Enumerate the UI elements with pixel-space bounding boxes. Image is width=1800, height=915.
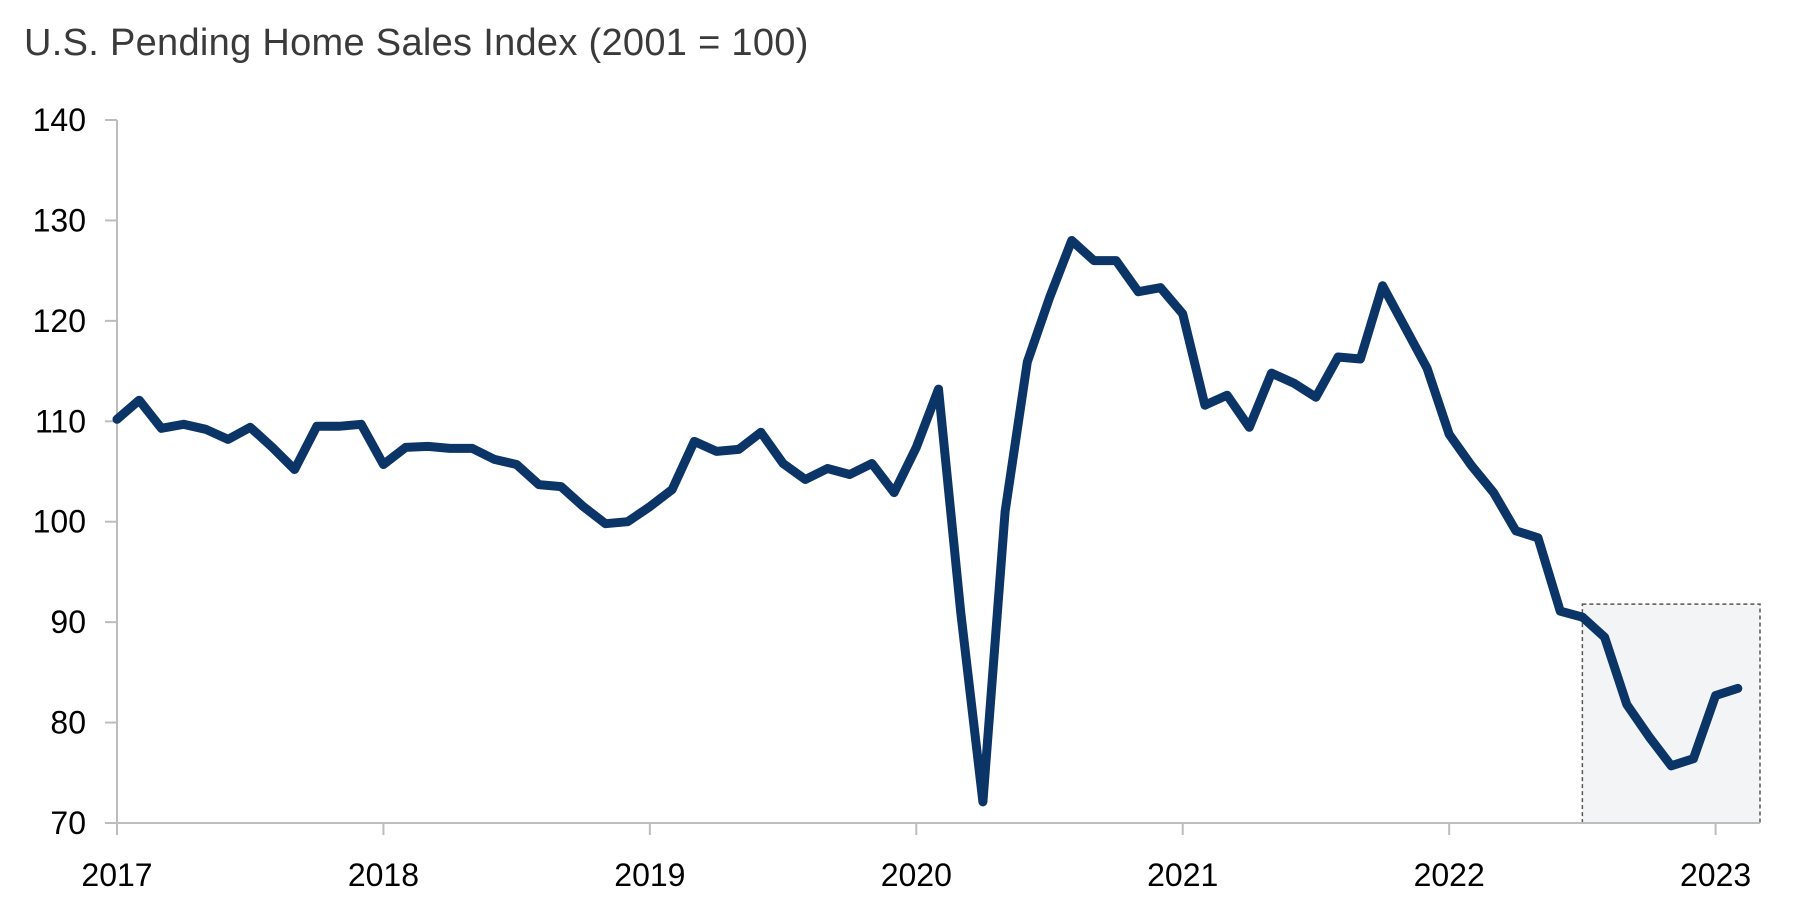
y-tick-label: 130 — [33, 202, 86, 238]
series-line — [112, 236, 1743, 807]
y-tick-label: 100 — [33, 504, 86, 540]
x-tick-label: 2022 — [1414, 857, 1485, 893]
x-tick-label: 2018 — [348, 857, 419, 893]
x-tick-label: 2019 — [614, 857, 685, 893]
y-tick-label: 80 — [50, 705, 86, 741]
y-tick-label: 140 — [33, 102, 86, 138]
y-tick-label: 90 — [50, 604, 86, 640]
y-tick-label: 120 — [33, 303, 86, 339]
x-tick-label: 2020 — [881, 857, 952, 893]
highlight-region — [1581, 603, 1761, 824]
chart-title: U.S. Pending Home Sales Index (2001 = 10… — [24, 22, 809, 64]
x-tick-label: 2021 — [1147, 857, 1218, 893]
x-tick-label: 2023 — [1680, 857, 1751, 893]
y-tick-label: 70 — [50, 805, 86, 841]
x-tick-label: 2017 — [81, 857, 152, 893]
y-tick-label: 110 — [35, 403, 86, 439]
